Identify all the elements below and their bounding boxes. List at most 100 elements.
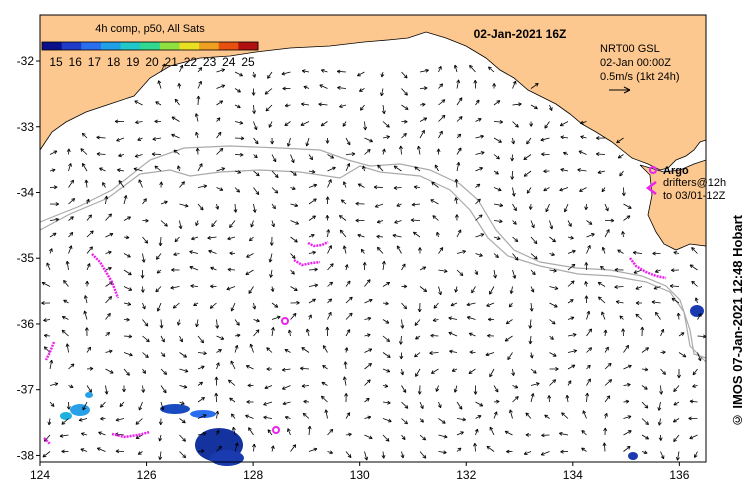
current-arrow-head — [85, 280, 90, 285]
current-arrow — [493, 236, 501, 240]
current-arrow-head — [162, 389, 167, 394]
current-arrow-head — [510, 176, 515, 180]
current-arrow — [345, 451, 352, 458]
current-arrow — [560, 168, 569, 172]
current-arrow-head — [454, 197, 459, 201]
current-arrow — [586, 328, 592, 337]
current-arrow — [105, 233, 114, 238]
current-arrow-head — [239, 72, 243, 77]
current-arrow-head — [603, 427, 608, 432]
current-arrow-head — [328, 311, 332, 316]
current-arrow — [493, 411, 498, 419]
current-arrow — [97, 447, 106, 452]
current-arrow — [582, 410, 587, 419]
current-arrow-head — [305, 328, 310, 333]
current-arrow-head — [671, 297, 676, 302]
current-arrow — [229, 397, 236, 403]
current-arrow — [327, 166, 336, 172]
current-arrow-head — [366, 333, 371, 338]
current-arrow — [544, 414, 550, 419]
current-arrow-head — [386, 338, 391, 342]
current-arrow-head — [691, 280, 696, 285]
current-arrow — [357, 71, 365, 77]
current-arrow-head — [41, 301, 45, 306]
current-arrow — [475, 167, 483, 172]
current-arrow-head — [263, 415, 267, 420]
current-arrow — [271, 170, 279, 178]
current-arrow — [530, 253, 538, 260]
current-arrow — [641, 418, 649, 425]
current-arrow — [559, 187, 569, 191]
current-arrow-head — [51, 168, 56, 173]
current-arrow-head — [181, 419, 186, 424]
current-arrow-head — [59, 433, 64, 438]
current-arrow-head — [474, 428, 479, 433]
current-arrow-head — [348, 432, 352, 437]
current-arrow-head — [104, 390, 109, 395]
current-arrow-head — [292, 312, 297, 317]
current-arrow-head — [617, 154, 622, 159]
current-arrow — [619, 315, 624, 320]
current-arrow-head — [460, 431, 464, 435]
current-arrow-head — [560, 168, 565, 172]
current-arrow-head — [541, 152, 545, 157]
current-arrow — [284, 121, 291, 126]
current-arrow-head — [282, 401, 287, 406]
current-arrow-head — [368, 298, 373, 303]
current-arrow-head — [404, 91, 408, 96]
current-arrow-head — [462, 417, 466, 422]
current-arrow-head — [161, 353, 166, 357]
current-arrow-head — [627, 382, 631, 387]
current-arrow-head — [454, 288, 459, 293]
current-arrow-head — [203, 184, 208, 189]
current-arrow-head — [312, 250, 316, 255]
current-arrow — [268, 121, 273, 128]
sst-patch — [70, 404, 90, 416]
current-arrow — [116, 137, 125, 142]
current-arrow-head — [174, 238, 179, 243]
current-arrow-head — [688, 416, 692, 421]
current-arrow — [530, 203, 532, 210]
current-arrow — [59, 434, 69, 437]
current-arrow-head — [303, 85, 308, 90]
current-arrow-head — [498, 139, 502, 143]
current-arrow — [320, 121, 328, 127]
current-arrow-head — [512, 274, 517, 279]
current-arrow-head — [626, 445, 631, 450]
current-arrow-head — [156, 269, 161, 274]
current-arrow-head — [404, 420, 408, 425]
current-arrow-head — [697, 357, 702, 362]
current-arrow-head — [159, 324, 164, 329]
current-arrow-head — [514, 238, 519, 243]
current-arrow-head — [386, 135, 390, 140]
current-arrow-head — [183, 384, 188, 389]
current-arrow-head — [55, 202, 59, 207]
current-arrow — [68, 245, 72, 254]
current-arrow — [319, 84, 328, 89]
current-arrow-head — [571, 364, 576, 369]
current-arrow — [234, 88, 241, 93]
current-arrow-head — [338, 215, 343, 219]
current-arrow-head — [545, 208, 550, 213]
current-arrow-head — [71, 198, 76, 202]
current-arrow-head — [477, 118, 482, 122]
current-arrow-head — [325, 196, 330, 200]
y-tick-label: -38 — [17, 448, 35, 462]
current-arrow-head — [489, 426, 494, 431]
current-arrow — [382, 136, 390, 139]
current-arrow-head — [554, 286, 559, 290]
current-arrow-head — [495, 170, 499, 175]
current-arrow-head — [177, 83, 182, 87]
current-arrow-head — [488, 66, 492, 71]
current-arrow-head — [473, 442, 477, 447]
current-arrow-head — [183, 354, 187, 358]
current-arrow — [327, 154, 334, 159]
current-arrow — [281, 71, 291, 75]
current-arrow-head — [282, 86, 286, 91]
current-arrow — [174, 98, 180, 106]
current-arrow-head — [476, 183, 481, 188]
current-arrow-head — [553, 303, 558, 308]
current-arrow-head — [228, 379, 232, 384]
current-arrow-head — [237, 88, 241, 93]
current-arrow — [510, 286, 513, 294]
